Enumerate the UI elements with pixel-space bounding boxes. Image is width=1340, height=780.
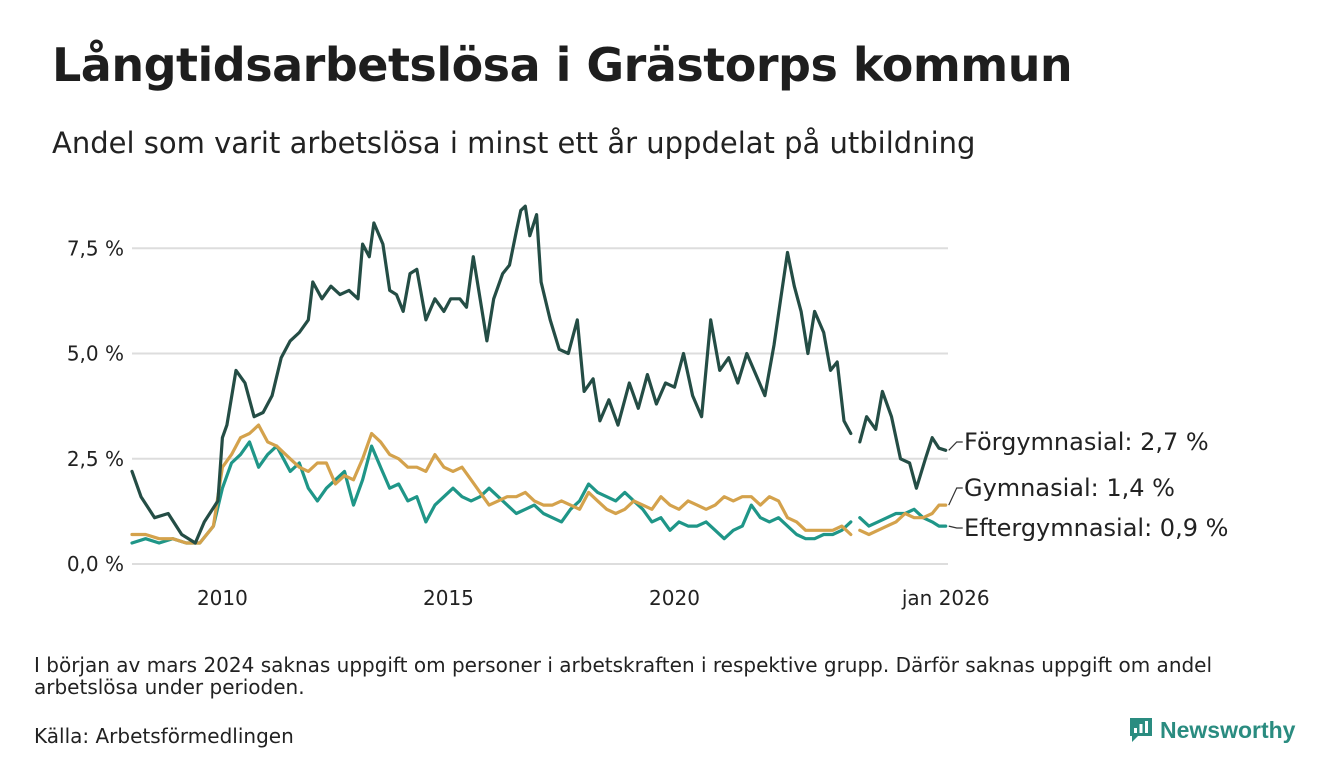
x-axis-tick-labels: 2010 2015 2020 jan 2026 [197,586,990,610]
label-leader-line [948,487,963,506]
x-tick-label: 2010 [197,586,248,610]
series-line-gymnasial-segment-1 [130,423,853,545]
newsworthy-logo: Newsworthy [1128,716,1295,744]
brand-name: Newsworthy [1160,716,1296,743]
footnote: I början av mars 2024 saknas uppgift om … [34,653,1213,699]
gridlines [132,247,948,565]
chart-title: Långtidsarbetslösa i Grästorps kommun [52,38,1073,92]
label-leader-line [948,525,963,529]
series-label-gymnasial: Gymnasial: 1,4 % [964,474,1175,502]
y-tick-label: 5,0 % [67,342,124,366]
newsworthy-chart-icon [1130,718,1152,742]
series-lines [130,204,948,545]
series-end-labels: Förgymnasial: 2,7 % Gymnasial: 1,4 % Efter… [948,428,1228,542]
series-label-förgymnasial: Förgymnasial: 2,7 % [964,428,1209,456]
y-tick-label: 7,5 % [67,236,124,260]
line-chart: 0,0 % 2,5 % 5,0 % 7,5 % 2010 2015 2020 jan 202… [67,204,1228,610]
source-credit: Källa: Arbetsförmedlingen [34,724,294,748]
series-line-förgymnasial-segment-2 [858,389,948,490]
x-tick-label: 2020 [649,586,700,610]
series-line-eftergymnasial-segment-1 [130,440,853,545]
series-line-gymnasial-segment-2 [858,503,948,537]
series-line-förgymnasial-segment-1 [130,204,853,545]
x-tick-label: jan 2026 [901,586,990,610]
y-axis-tick-labels: 0,0 % 2,5 % 5,0 % 7,5 % [67,236,124,576]
y-tick-label: 2,5 % [67,447,124,471]
chart-subtitle: Andel som varit arbetslösa i minst ett å… [52,126,976,160]
y-tick-label: 0,0 % [67,552,124,576]
series-label-eftergymnasial: Eftergymnasial: 0,9 % [964,514,1228,542]
x-tick-label: 2015 [423,586,474,610]
label-leader-line [948,441,963,451]
